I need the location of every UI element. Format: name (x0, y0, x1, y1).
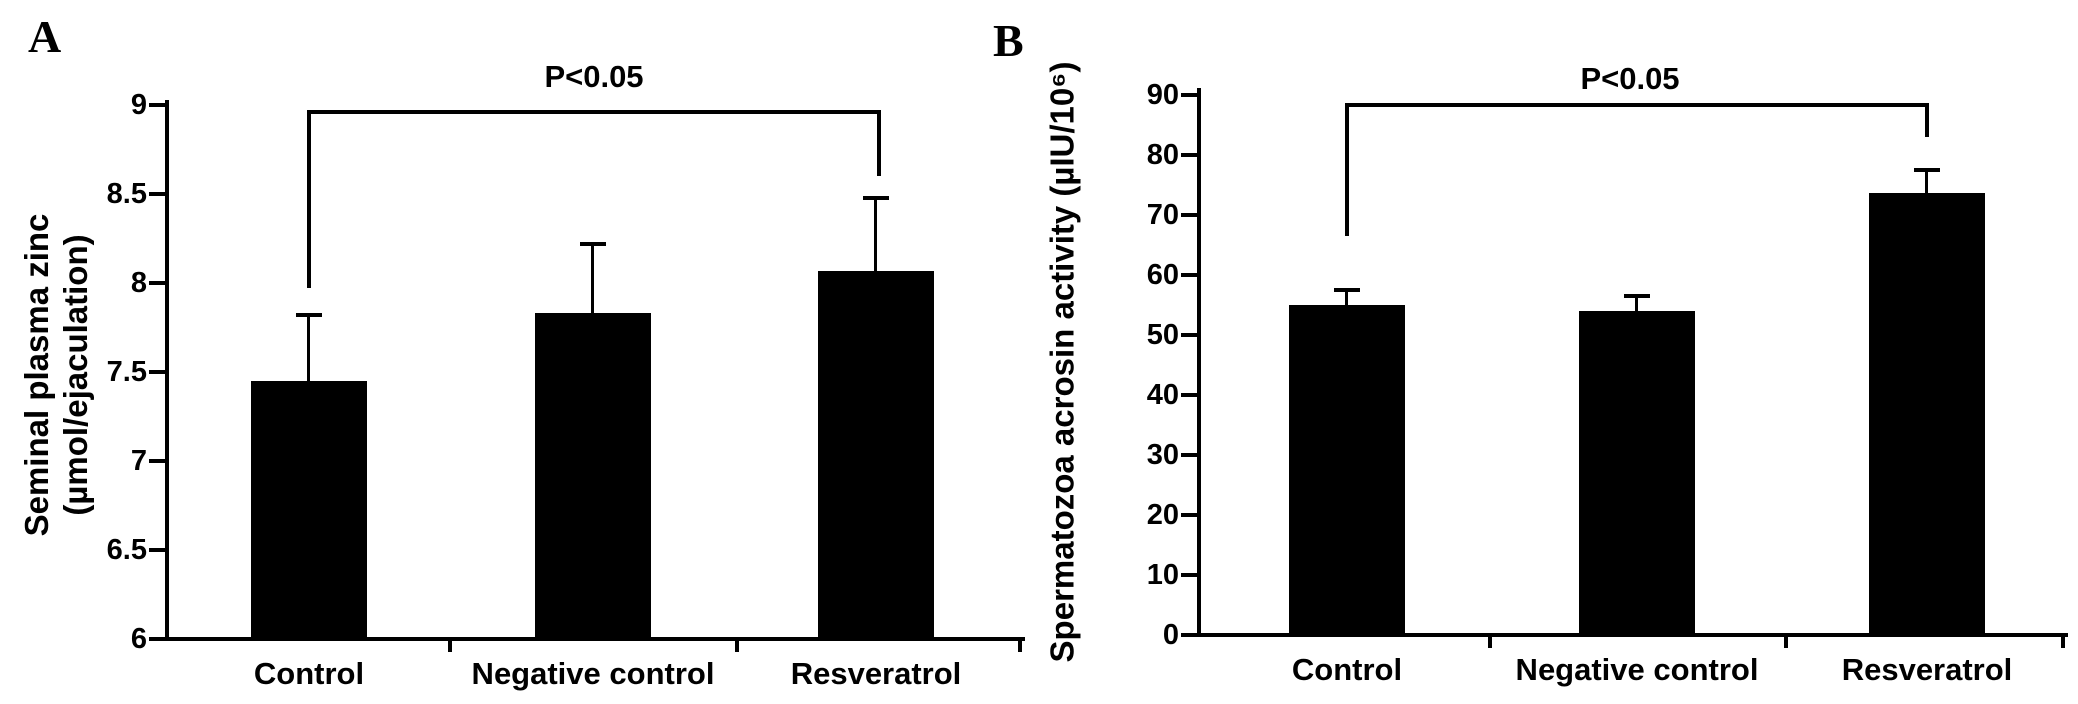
panel-b-bar (1869, 192, 1985, 637)
panel-b-y-tick-label: 40 (1146, 379, 1179, 411)
panel-b-y-tick (1181, 573, 1197, 577)
panel-a-category-label: Resveratrol (790, 656, 962, 691)
panel-b-bar (1579, 311, 1695, 637)
panel-a-y-axis-line (165, 100, 169, 641)
panel-b-y-tick-label: 70 (1146, 199, 1179, 231)
panel-b-bar (1289, 305, 1405, 637)
panel-b-category-tick (1784, 637, 1788, 648)
panel-b-y-axis-line (1197, 88, 1201, 637)
panel-a-bar (535, 313, 651, 641)
panel-b-error-bar-line (1345, 290, 1348, 305)
panel-b-y-tick-label: 0 (1162, 619, 1179, 651)
panel-a-significance-bracket-left-leg (307, 110, 311, 289)
panel-a-y-tick (149, 370, 165, 374)
panel-a-bar (818, 270, 934, 641)
panel-b-y-tick (1181, 333, 1197, 337)
panel-b-significance-label: P<0.05 (1580, 61, 1680, 96)
panel-a-significance-bracket-right-leg (877, 110, 881, 177)
panel-a-category-tick (1018, 641, 1022, 652)
panel-a-y-tick (149, 548, 165, 552)
panel-a-y-tick-label: 6.5 (106, 534, 147, 566)
panel-a-y-tick-label: 6 (130, 623, 147, 655)
panel-a-y-tick (149, 459, 165, 463)
panel-a-bar (251, 380, 367, 641)
panel-b-y-tick-label: 10 (1146, 559, 1179, 591)
panel-a-y-tick (149, 281, 165, 285)
panel-b-significance-bracket-left-leg (1345, 102, 1349, 236)
panel-b-y-tick (1181, 513, 1197, 517)
panel-a-category-label: Control (253, 656, 365, 691)
panel-b-y-tick-label: 50 (1146, 319, 1179, 351)
panel-b-category-tick (1488, 637, 1492, 648)
panel-a-y-tick-label: 8.5 (106, 178, 147, 210)
panel-a-y-tick-label: 8 (130, 267, 147, 299)
panel-b-category-label: Control (1291, 652, 1403, 687)
panel-b-y-tick-label: 80 (1146, 139, 1179, 171)
panel-b-error-bar-line (1925, 170, 1928, 193)
panel-a-error-bar-cap (580, 241, 606, 246)
panel-b-y-tick (1181, 393, 1197, 397)
panel-b-y-tick-label: 20 (1146, 499, 1179, 531)
panel-a-error-bar-line (307, 315, 310, 381)
panel-a-significance-label: P<0.05 (544, 59, 644, 94)
panel-a-significance-bracket-top (307, 110, 881, 115)
panel-a-y-tick-label: 9 (130, 89, 147, 121)
panel-a-category-label: Negative control (471, 656, 715, 691)
panel-b-label: B (993, 15, 1024, 66)
panel-a-y-tick (149, 637, 165, 641)
panel-a-y-tick (149, 103, 165, 107)
panel-b-y-tick-label: 30 (1146, 439, 1179, 471)
panel-a-y-tick-label: 7.5 (106, 356, 147, 388)
panel-b-error-bar-line (1635, 296, 1638, 311)
panel-b-y-tick (1181, 633, 1197, 637)
panel-a-error-bar-line (591, 243, 594, 314)
panel-a-error-bar-line (874, 197, 877, 271)
panel-a-category-tick (448, 641, 452, 652)
panel-b-error-bar-cap (1914, 168, 1940, 172)
panel-b-category-tick (2061, 637, 2065, 648)
panel-a-label: A (28, 11, 62, 62)
panel-b-error-bar-cap (1624, 294, 1650, 298)
panel-a-y-tick (149, 192, 165, 196)
panel-b-significance-bracket-right-leg (1925, 102, 1929, 137)
panel-b-y-tick (1181, 453, 1197, 457)
panel-b-category-label: Resveratrol (1841, 652, 2013, 687)
panel-a-error-bar-cap (296, 313, 322, 318)
panel-a-error-bar-cap (863, 195, 889, 200)
panel-b-y-tick-label: 90 (1146, 79, 1179, 111)
panel-b-y-tick (1181, 153, 1197, 157)
panel-b-y-tick (1181, 93, 1197, 97)
panel-b-y-tick (1181, 213, 1197, 217)
panel-b-y-tick (1181, 273, 1197, 277)
panel-a-y-tick-label: 7 (130, 445, 147, 477)
panel-b-y-tick-label: 60 (1146, 259, 1179, 291)
panel-b-significance-bracket-top (1345, 102, 1929, 107)
panel-b-category-label: Negative control (1515, 652, 1759, 687)
panel-b-error-bar-cap (1334, 288, 1360, 292)
panel-a-category-tick (735, 641, 739, 652)
